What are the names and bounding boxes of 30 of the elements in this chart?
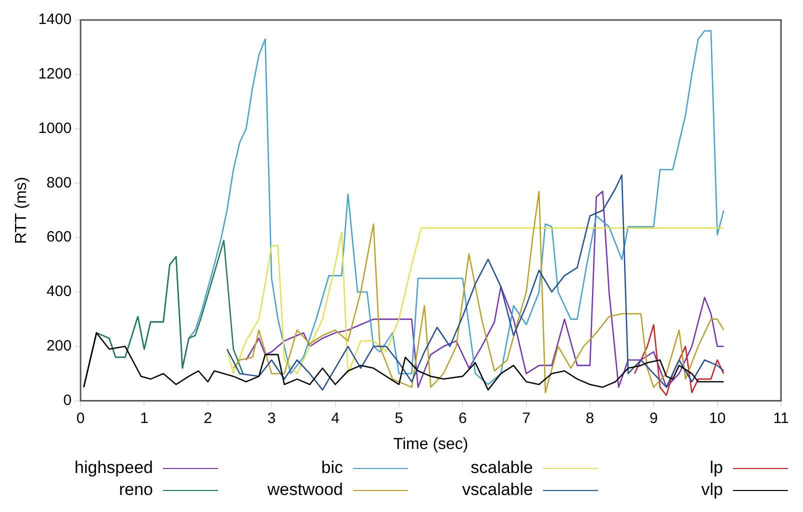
x-axis-title: Time (sec) xyxy=(393,436,468,453)
y-tick-label: 800 xyxy=(46,174,72,192)
x-tick-label: 7 xyxy=(522,410,530,427)
y-axis-title: RTT (ms) xyxy=(13,176,30,244)
legend-label: bic xyxy=(321,458,343,478)
x-tick-label: 4 xyxy=(331,410,340,427)
legend-label: vlp xyxy=(701,480,723,500)
x-tick-label: 2 xyxy=(204,410,212,427)
legend-label: vscalable xyxy=(462,480,533,500)
legend-label: lp xyxy=(710,458,723,478)
x-tick-label: 0 xyxy=(76,410,85,427)
x-tick-label: 10 xyxy=(708,410,726,427)
y-tick-label: 0 xyxy=(63,392,72,409)
x-tick-label: 3 xyxy=(267,410,276,427)
y-tick-label: 1200 xyxy=(38,66,72,83)
x-tick-label: 1 xyxy=(140,410,148,427)
legend-label: westwood xyxy=(267,480,343,500)
y-tick-label: 1000 xyxy=(38,120,72,137)
legend-label: scalable xyxy=(470,458,533,478)
x-tick-label: 5 xyxy=(394,410,404,427)
y-tick-label: 200 xyxy=(46,338,72,355)
y-tick-label: 1400 xyxy=(38,11,72,28)
legend-label: reno xyxy=(118,480,153,500)
x-tick-label: 6 xyxy=(458,410,467,427)
legend-label: highspeed xyxy=(74,458,153,478)
x-tick-label: 11 xyxy=(773,410,789,427)
y-tick-label: 400 xyxy=(46,283,72,300)
x-tick-label: 8 xyxy=(586,410,594,427)
y-tick-label: 600 xyxy=(46,228,72,246)
x-tick-label: 9 xyxy=(649,410,658,427)
